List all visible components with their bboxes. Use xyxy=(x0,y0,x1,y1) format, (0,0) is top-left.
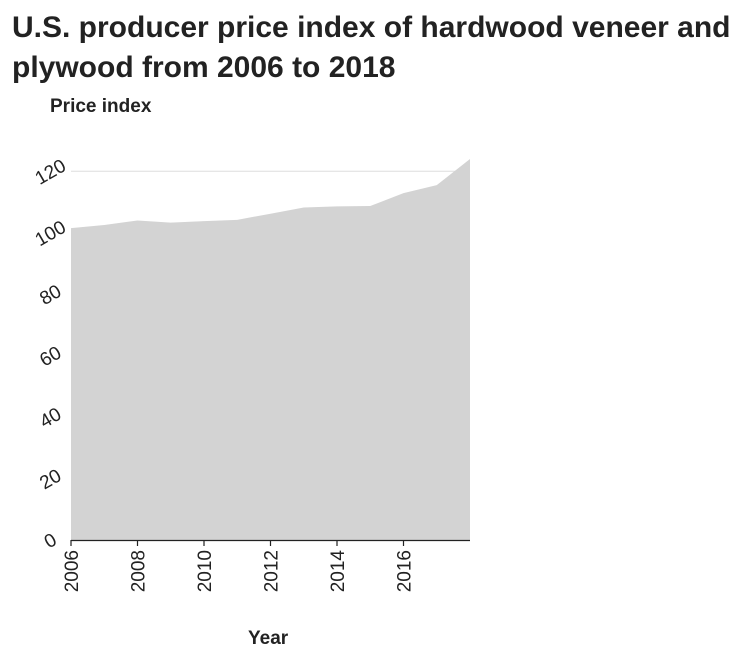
x-axis-label: Year xyxy=(248,628,289,649)
x-tick-2012: 2012 xyxy=(262,550,283,592)
y-tick-20: 20 xyxy=(36,465,65,494)
x-tick-2006: 2006 xyxy=(62,550,83,592)
area-fill xyxy=(71,159,470,540)
x-tick-labels: 2006 2008 2010 2012 2014 2016 xyxy=(62,540,416,592)
y-tick-labels: 0 20 40 60 80 100 120 xyxy=(32,156,70,553)
x-tick-2008: 2008 xyxy=(129,550,150,592)
area-series xyxy=(71,159,470,540)
x-tick-2010: 2010 xyxy=(195,550,216,592)
y-tick-40: 40 xyxy=(36,404,65,433)
y-tick-0: 0 xyxy=(41,530,61,553)
chart-title: U.S. producer price index of hardwood ve… xyxy=(12,11,731,84)
x-tick-2016: 2016 xyxy=(395,550,416,592)
y-axis-label: Price index xyxy=(50,96,152,117)
y-tick-120: 120 xyxy=(32,156,70,190)
y-tick-80: 80 xyxy=(36,281,65,310)
y-tick-60: 60 xyxy=(36,343,65,372)
x-tick-2014: 2014 xyxy=(328,550,349,593)
y-tick-100: 100 xyxy=(32,217,70,251)
